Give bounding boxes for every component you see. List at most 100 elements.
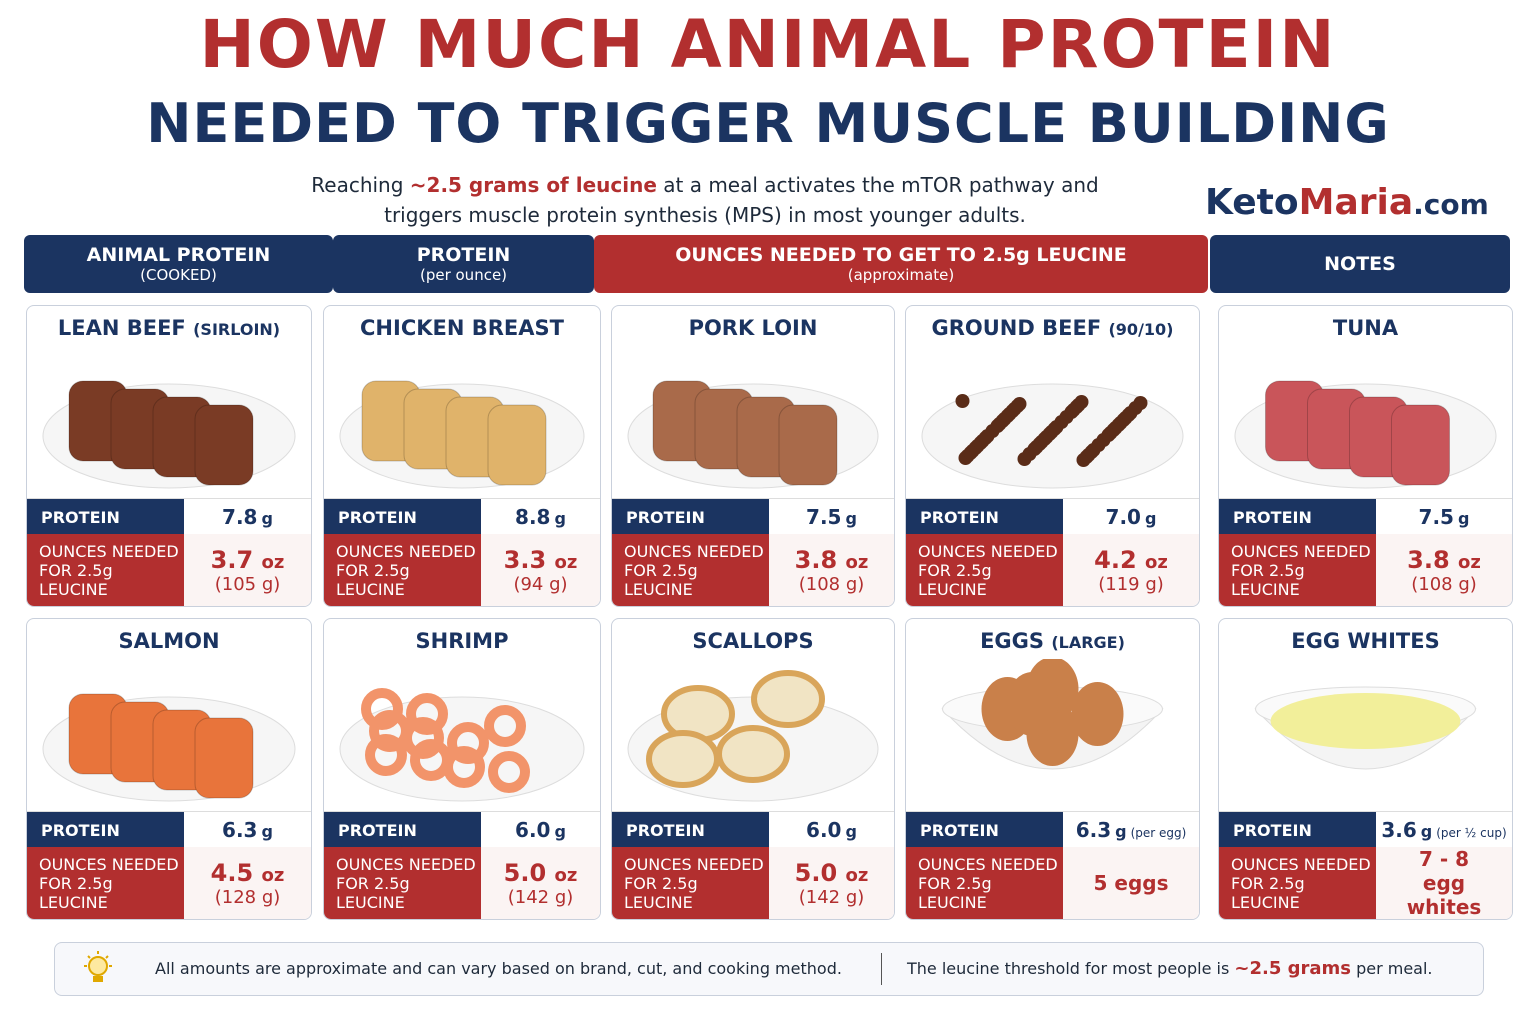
food-name: SALMON (27, 629, 311, 653)
amount-number: 3.7 (210, 545, 254, 574)
protein-row: PROTEIN 6.3 g (27, 811, 311, 848)
protein-value: 8.8 g (481, 499, 600, 535)
qualifier: (90/10) (1108, 320, 1174, 339)
label-line: FOR 2.5g LEUCINE (336, 873, 410, 912)
protein-row: PROTEIN 3.6 g (per ½ cup) (1219, 811, 1512, 848)
grams: (128 g) (214, 886, 281, 908)
protein-unit: g (261, 822, 273, 841)
protein-number: 7.5 (806, 505, 842, 529)
ounces-value: 3.7 oz (105 g) (184, 534, 311, 606)
column-header: ANIMAL PROTEIN (COOKED) (24, 235, 333, 293)
intro: Reaching ~2.5 grams of leucine at a meal… (180, 170, 1230, 230)
protein-number: 6.3 (1075, 818, 1112, 842)
protein-value: 7.5 g (1376, 499, 1512, 535)
protein-unit: g (554, 509, 566, 528)
label-line: FOR 2.5g LEUCINE (39, 873, 113, 912)
protein-row: PROTEIN 7.5 g (1219, 498, 1512, 535)
brand-part: .com (1413, 188, 1489, 221)
name: SCALLOPS (692, 629, 814, 653)
grams: (94 g) (513, 573, 568, 595)
ounces-row: OUNCES NEEDED FOR 2.5g LEUCINE 3.8 oz (108 … (1219, 534, 1512, 606)
column-sub: (per ounce) (419, 266, 508, 284)
ounces-label: OUNCES NEEDED FOR 2.5g LEUCINE (612, 534, 769, 606)
amount-unit: oz (554, 864, 578, 886)
label-line: OUNCES NEEDED (336, 854, 476, 874)
food-card: PORK LOIN PROTEIN 7.5 g OUNCES NEEDED FOR 2.5… (611, 305, 895, 607)
food-image (42, 380, 296, 489)
label-line: FOR 2.5g LEUCINE (1231, 873, 1305, 912)
label-line: FOR 2.5g LEUCINE (336, 560, 410, 599)
footer-threshold: The leucine threshold for most people is… (907, 958, 1433, 979)
ounces-value: 7 - 8 egg whites (1376, 847, 1512, 919)
protein-row: PROTEIN 8.8 g (324, 498, 600, 535)
amount-number: 3.3 (503, 545, 547, 574)
protein-number: 7.5 (1418, 505, 1454, 529)
ounces-row: OUNCES NEEDED FOR 2.5g LEUCINE 5.0 oz (142 … (612, 847, 894, 919)
protein-label: PROTEIN (906, 812, 1063, 848)
ounces-row: OUNCES NEEDED FOR 2.5g LEUCINE 3.8 oz (108 … (612, 534, 894, 606)
protein-label: PROTEIN (906, 499, 1063, 535)
amount: 5 eggs (1093, 871, 1169, 895)
protein-value: 6.0 g (769, 812, 894, 848)
food-card: SALMON PROTEIN 6.3 g OUNCES NEEDED FOR 2.5g L… (26, 618, 312, 920)
label-line: OUNCES NEEDED (1231, 541, 1371, 561)
name: TUNA (1332, 316, 1399, 340)
protein-number: 7.0 (1105, 505, 1141, 529)
ounces-row: OUNCES NEEDED FOR 2.5g LEUCINE 7 - 8 egg w… (1219, 847, 1512, 919)
amount-unit: oz (554, 551, 578, 573)
food-name: EGG WHITES (1219, 629, 1512, 653)
protein-value: 6.3 g (184, 812, 311, 848)
name: SHRIMP (415, 629, 509, 653)
ounces-row: OUNCES NEEDED FOR 2.5g LEUCINE 5.0 oz (142 … (324, 847, 600, 919)
name: EGG WHITES (1291, 629, 1440, 653)
column-title: ANIMAL PROTEIN (86, 244, 271, 266)
ounces-value: 4.2 oz (119 g) (1063, 534, 1199, 606)
amount-number: 3.8 (1407, 545, 1450, 574)
ounces-value: 5.0 oz (142 g) (481, 847, 600, 919)
protein-unit: g (261, 509, 273, 528)
divider (881, 953, 882, 985)
protein-note: (per ½ cup) (1436, 826, 1507, 840)
label-line: FOR 2.5g LEUCINE (624, 560, 698, 599)
ounces-row: OUNCES NEEDED FOR 2.5g LEUCINE 5 eggs (906, 847, 1199, 919)
label-line: FOR 2.5g LEUCINE (1231, 560, 1305, 599)
ounces-row: OUNCES NEEDED FOR 2.5g LEUCINE 4.5 oz (128 … (27, 847, 311, 919)
food-image (627, 380, 879, 489)
ounces-value: 3.8 oz (108 g) (1376, 534, 1512, 606)
ounces-label: OUNCES NEEDED FOR 2.5g LEUCINE (27, 534, 184, 606)
column-header: OUNCES NEEDED TO GET TO 2.5g LEUCINE (app… (594, 235, 1208, 293)
food-card: CHICKEN BREAST PROTEIN 8.8 g OUNCES NEEDED FO… (323, 305, 601, 607)
column-title: OUNCES NEEDED TO GET TO 2.5g LEUCINE (675, 244, 1127, 266)
column-header: NOTES (1210, 235, 1510, 293)
ounces-row: OUNCES NEEDED FOR 2.5g LEUCINE 3.3 oz (94 g… (324, 534, 600, 606)
food-name: SHRIMP (324, 629, 600, 653)
protein-label: PROTEIN (1219, 499, 1376, 535)
food-card: LEAN BEEF (SIRLOIN) PROTEIN 7.8 g OUNCES NEE… (26, 305, 312, 607)
text: per meal. (1351, 959, 1433, 978)
grams: (105 g) (214, 573, 281, 595)
amount-number: 3.8 (794, 545, 838, 574)
ounces-label: OUNCES NEEDED FOR 2.5g LEUCINE (906, 847, 1063, 919)
amount-unit: oz (261, 551, 285, 573)
intro-text: triggers muscle protein synthesis (MPS) … (384, 203, 1026, 227)
protein-number: 6.0 (806, 818, 842, 842)
protein-value: 7.5 g (769, 499, 894, 535)
label-line: OUNCES NEEDED (918, 541, 1058, 561)
label-line: OUNCES NEEDED (336, 541, 476, 561)
protein-value: 7.8 g (184, 499, 311, 535)
grams: (108 g) (1411, 573, 1477, 595)
subtitle: NEEDED TO TRIGGER MUSCLE BUILDING (146, 92, 1390, 155)
protein-value: 3.6 g (per ½ cup) (1376, 812, 1512, 848)
amount: 5.0 oz (795, 859, 869, 887)
protein-number: 6.0 (515, 818, 551, 842)
food-image (1254, 686, 1477, 770)
food-card: SHRIMP PROTEIN 6.0 g OUNCES NEEDED FOR 2.5g L… (323, 618, 601, 920)
highlight: ~2.5 grams (1234, 958, 1351, 979)
protein-label: PROTEIN (324, 812, 481, 848)
ounces-row: OUNCES NEEDED FOR 2.5g LEUCINE 3.7 oz (105 … (27, 534, 311, 606)
label-line: FOR 2.5g LEUCINE (918, 560, 992, 599)
protein-row: PROTEIN 6.0 g (612, 811, 894, 848)
food-name: SCALLOPS (612, 629, 894, 653)
food-image (339, 380, 585, 489)
